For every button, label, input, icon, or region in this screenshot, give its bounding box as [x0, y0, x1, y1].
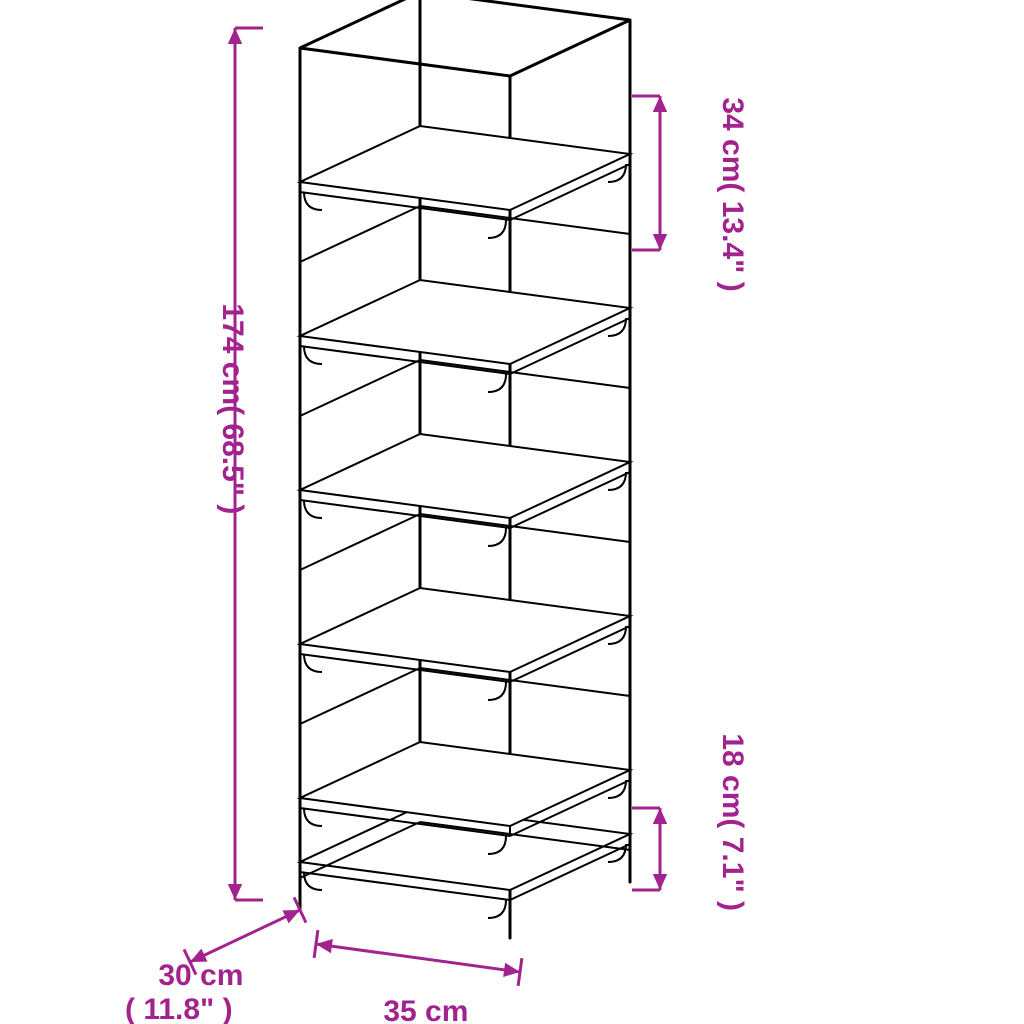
- dim-shelf-gap-in: ( 13.4" ): [716, 182, 749, 291]
- dim-width-cm: 35 cm: [383, 995, 468, 1024]
- dim-leg-in: ( 7.1" ): [716, 818, 749, 911]
- dim-leg-label: 18 cm( 7.1" ): [680, 700, 784, 911]
- dim-height-in: ( 68.5" ): [216, 405, 249, 514]
- dim-depth-cm: 30 cm: [158, 959, 243, 992]
- dim-height-cm: 174 cm: [216, 303, 249, 405]
- dim-leg-cm: 18 cm: [716, 733, 749, 818]
- dim-depth-label: 30 cm( 11.8" ): [125, 924, 243, 1024]
- dim-shelf-gap-cm: 34 cm: [716, 97, 749, 182]
- dim-width-label: 35 cm( 13.8" ): [350, 960, 468, 1024]
- dim-height-label: 174 cm( 68.5" ): [180, 270, 284, 514]
- dim-shelf-gap-label: 34 cm( 13.4" ): [680, 64, 784, 292]
- dim-depth-in: ( 11.8" ): [125, 993, 233, 1024]
